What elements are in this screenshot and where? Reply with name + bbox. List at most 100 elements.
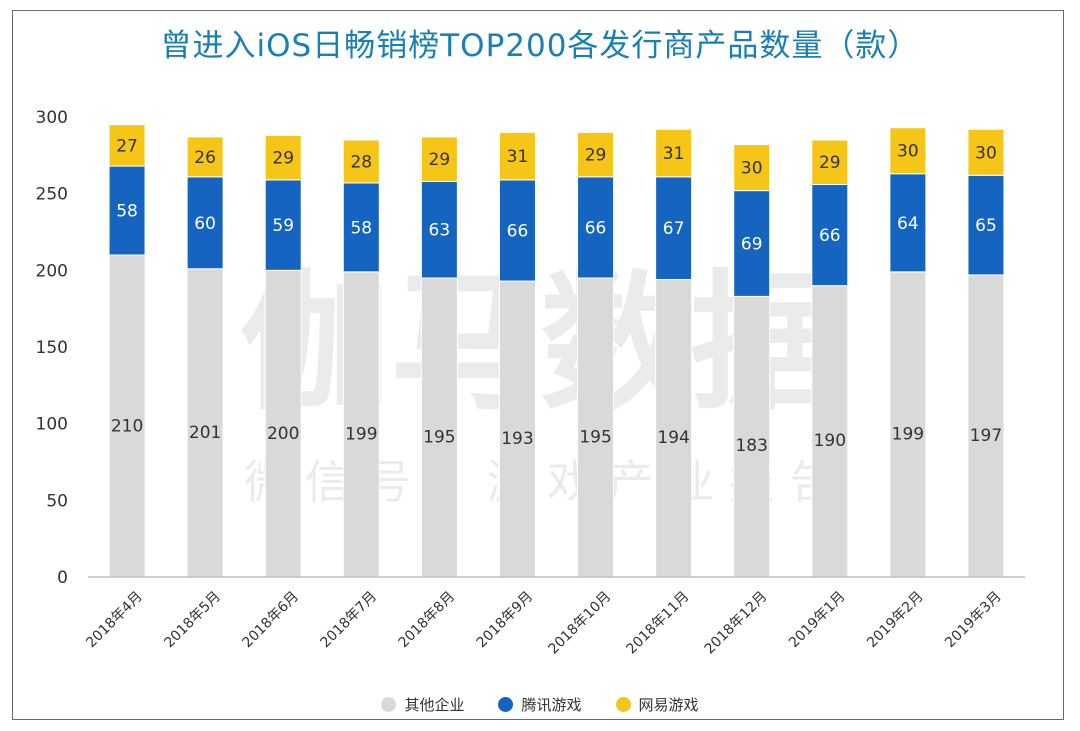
- bar-segment-2: [733, 190, 771, 297]
- bar-segment-1: [577, 277, 615, 578]
- data-label: 63: [429, 221, 451, 241]
- legend-item: 网易游戏: [615, 694, 699, 715]
- legend-label: 腾讯游戏: [521, 696, 582, 714]
- x-tick-label: 2018年7月: [318, 589, 381, 652]
- bar-stack: 199 64 30: [889, 127, 927, 578]
- x-tick-label: 2018年11月: [624, 589, 693, 658]
- legend: 其他企业 腾讯游戏 网易游戏: [0, 694, 1080, 715]
- bar-segment-3: [967, 128, 1005, 176]
- y-tick-label: 250: [36, 185, 68, 205]
- x-tick-label: 2018年12月: [702, 589, 771, 658]
- data-label: 195: [423, 427, 455, 447]
- data-label: 195: [579, 427, 611, 447]
- bar-segment-2: [342, 182, 380, 273]
- data-label: 66: [585, 218, 607, 238]
- bar-stack: 201 60 26: [186, 136, 224, 578]
- legend-swatch: [498, 697, 514, 712]
- y-tick-label: 200: [36, 261, 68, 281]
- bar-segment-2: [811, 183, 849, 287]
- data-label: 28: [350, 152, 372, 172]
- data-label: 30: [897, 142, 919, 162]
- data-label: 66: [819, 226, 841, 246]
- bar-segment-3: [264, 134, 302, 181]
- bar-stack: 197 65 30: [967, 128, 1005, 578]
- bar-segment-3: [577, 131, 615, 178]
- x-tick-label: 2019年3月: [942, 589, 1005, 652]
- chart-title: 曾进入iOS日畅销榜TOP200各发行商产品数量（款）: [160, 28, 920, 64]
- y-tick-label: 300: [36, 108, 68, 128]
- bar-segment-1: [420, 277, 458, 578]
- bar-segment-3: [342, 139, 380, 184]
- bar-segment-3: [811, 139, 849, 185]
- bar-segment-2: [186, 176, 224, 270]
- data-label: 58: [350, 218, 372, 238]
- bar-stack: 195 66 29: [577, 131, 615, 578]
- data-label: 31: [507, 147, 529, 167]
- x-tick-label: 2019年2月: [864, 589, 927, 652]
- data-label: 199: [345, 425, 377, 445]
- data-label: 200: [267, 424, 299, 444]
- bar-segment-1: [186, 268, 224, 578]
- bar-segment-2: [264, 179, 302, 271]
- bar-stack: 194 67 31: [655, 128, 693, 578]
- data-label: 64: [897, 214, 919, 234]
- bar-segment-3: [733, 144, 771, 192]
- data-label: 69: [741, 235, 763, 255]
- data-label: 29: [819, 153, 841, 173]
- bar-segment-2: [108, 165, 146, 256]
- bar-stack: 195 63 29: [420, 136, 458, 578]
- bar-segment-3: [186, 136, 224, 178]
- x-tick-label: 2018年6月: [239, 589, 302, 652]
- data-label: 29: [585, 146, 607, 166]
- bar-segment-3: [420, 136, 458, 182]
- data-label: 190: [814, 431, 846, 451]
- bar-stack: 200 59 29: [264, 134, 302, 578]
- bar-segment-3: [498, 131, 536, 181]
- x-tick-label: 2018年9月: [474, 589, 537, 652]
- bar-segment-2: [655, 176, 693, 281]
- data-label: 26: [194, 148, 216, 168]
- data-label: 193: [501, 429, 533, 449]
- y-tick-label: 50: [46, 491, 68, 511]
- data-label: 197: [970, 426, 1002, 446]
- legend-item: 其他企业: [381, 694, 464, 715]
- legend-label: 网易游戏: [638, 696, 699, 714]
- bar-segment-3: [889, 127, 927, 175]
- data-label: 30: [975, 143, 997, 163]
- y-axis: 0 50 100 150 200 250 300: [36, 108, 68, 588]
- data-label: 67: [663, 219, 685, 239]
- x-tick-label: 2019年1月: [786, 589, 849, 652]
- data-label: 29: [272, 149, 294, 169]
- bar-segment-1: [264, 269, 302, 578]
- data-label: 59: [272, 216, 294, 236]
- bar-stack: 183 69 30: [733, 144, 771, 578]
- data-label: 210: [111, 417, 143, 437]
- bar-segment-2: [577, 176, 615, 279]
- data-label: 194: [657, 428, 689, 448]
- data-label: 31: [663, 144, 685, 164]
- bar-segment-2: [420, 180, 458, 279]
- bar-segment-2: [889, 173, 927, 273]
- data-label: 30: [741, 159, 763, 179]
- bar-segment-1: [498, 280, 536, 578]
- data-label: 66: [507, 221, 529, 241]
- legend-swatch: [615, 697, 631, 712]
- bar-segment-3: [108, 124, 146, 167]
- x-tick-label: 2018年4月: [83, 589, 146, 652]
- legend-item: 腾讯游戏: [498, 694, 582, 715]
- bar-stack: 190 66 29: [811, 139, 849, 578]
- x-tick-label: 2018年8月: [396, 589, 459, 652]
- data-label: 199: [892, 425, 924, 445]
- y-tick-label: 0: [57, 568, 68, 588]
- x-tick-label: 2018年10月: [545, 589, 614, 658]
- data-label: 183: [735, 436, 767, 456]
- bar-stack: 193 66 31: [498, 131, 536, 578]
- bar-segment-2: [498, 179, 536, 282]
- data-label: 65: [975, 216, 997, 236]
- data-label: 58: [116, 202, 138, 222]
- legend-swatch: [381, 697, 397, 712]
- bar-segment-1: [811, 285, 849, 578]
- y-tick-label: 150: [36, 338, 68, 358]
- data-label: 27: [116, 136, 138, 156]
